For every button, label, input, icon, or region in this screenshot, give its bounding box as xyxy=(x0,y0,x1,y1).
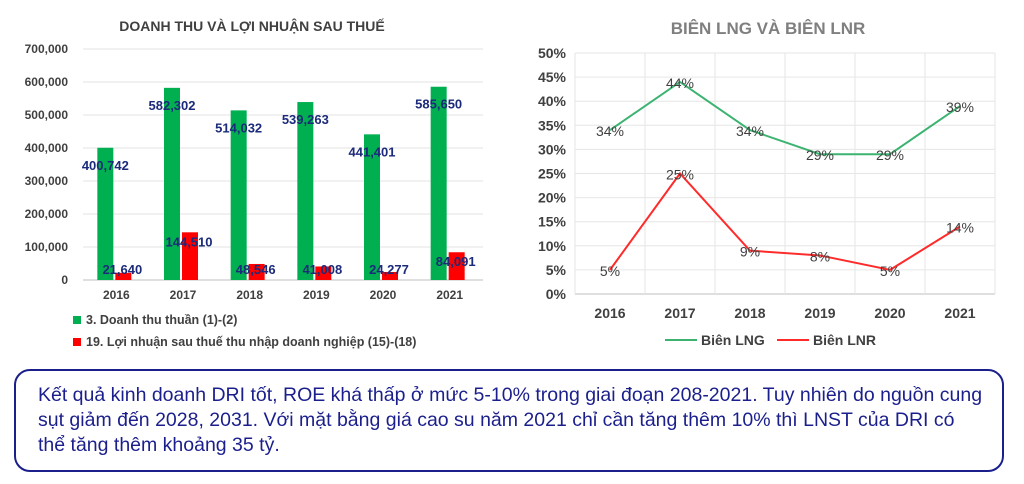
revenue-data-label: 585,650 xyxy=(415,97,462,112)
data-label: 8% xyxy=(810,248,830,264)
x-tick-label: 2020 xyxy=(874,305,905,321)
revenue-bar xyxy=(230,110,247,280)
y-tick-label: 500,000 xyxy=(25,108,69,122)
legend-swatch xyxy=(73,316,81,324)
y-tick-label: 5% xyxy=(546,262,567,278)
data-label: 14% xyxy=(946,220,974,236)
y-tick-label: 0 xyxy=(61,273,68,287)
data-label: 29% xyxy=(876,147,904,163)
profit-bar xyxy=(382,271,398,280)
x-tick-label: 2020 xyxy=(370,288,397,302)
data-label: 29% xyxy=(806,147,834,163)
y-tick-label: 15% xyxy=(538,214,567,230)
profit-bar xyxy=(315,266,332,280)
data-label: 25% xyxy=(666,167,694,183)
summary-note-text: Kết quả kinh doanh DRI tốt, ROE khá thấp… xyxy=(38,384,983,456)
revenue-bar xyxy=(297,102,314,280)
revenue-bar xyxy=(364,134,380,280)
x-tick-label: 2016 xyxy=(594,305,625,321)
y-tick-label: 100,000 xyxy=(25,240,69,254)
y-tick-label: 300,000 xyxy=(25,174,69,188)
x-tick-label: 2016 xyxy=(103,288,130,302)
y-tick-label: 600,000 xyxy=(25,75,69,89)
line-chart-title: BIÊN LNG VÀ BIÊN LNR xyxy=(671,19,866,38)
legend-label: 19. Lợi nhuận sau thuế thu nhập doanh ng… xyxy=(86,335,416,349)
data-label: 9% xyxy=(740,244,760,260)
revenue-profit-bar-chart: DOANH THU VÀ LỢI NHUẬN SAU THUẾ 700,000 6… xyxy=(25,17,483,349)
x-tick-label: 2021 xyxy=(944,305,975,321)
x-tick-label: 2017 xyxy=(664,305,695,321)
y-tick-label: 40% xyxy=(538,93,567,109)
profit-bar xyxy=(248,263,265,280)
x-tick-label: 2018 xyxy=(734,305,765,321)
x-tick-label: 2021 xyxy=(436,288,463,302)
y-tick-label: 30% xyxy=(538,141,567,157)
profit-data-label: 84,091 xyxy=(436,254,476,269)
y-tick-label: 200,000 xyxy=(25,207,69,221)
legend-label: Biên LNG xyxy=(701,332,765,348)
legend-label: 3. Doanh thu thuần (1)-(2) xyxy=(86,313,237,327)
net-margin-line xyxy=(609,171,961,271)
y-tick-label: 50% xyxy=(538,45,567,61)
data-label: 5% xyxy=(600,263,620,279)
y-tick-label: 35% xyxy=(538,117,567,133)
bar-chart-title: DOANH THU VÀ LỢI NHUẬN SAU THUẾ xyxy=(119,17,385,34)
profit-data-label: 21,640 xyxy=(102,262,142,277)
revenue-bar xyxy=(97,147,114,280)
profit-data-label: 41,008 xyxy=(302,262,342,277)
revenue-bar xyxy=(164,87,180,281)
summary-note: Kết quả kinh doanh DRI tốt, ROE khá thấp… xyxy=(14,369,1004,472)
x-tick-label: 2019 xyxy=(303,288,330,302)
x-tick-label: 2018 xyxy=(236,288,263,302)
revenue-data-label: 400,742 xyxy=(82,158,129,173)
revenue-data-label: 441,401 xyxy=(349,144,396,159)
y-tick-label: 400,000 xyxy=(25,141,69,155)
data-label: 44% xyxy=(666,75,694,91)
profit-bar xyxy=(448,252,465,280)
x-tick-label: 2019 xyxy=(804,305,835,321)
y-tick-label: 20% xyxy=(538,190,567,206)
margin-line-chart: BIÊN LNG VÀ BIÊN LNR 50% 45% 40% 35% 30% 25% 2… xyxy=(538,19,996,348)
y-tick-label: 700,000 xyxy=(25,42,69,56)
y-tick-label: 0% xyxy=(546,286,567,302)
revenue-data-label: 582,302 xyxy=(149,98,196,113)
revenue-data-label: 514,032 xyxy=(215,120,262,135)
data-label: 5% xyxy=(880,263,900,279)
data-label: 34% xyxy=(736,123,764,139)
gross-margin-line xyxy=(609,80,961,156)
profit-data-label: 48,546 xyxy=(236,262,276,277)
legend-label: Biên LNR xyxy=(813,332,876,348)
legend-swatch xyxy=(73,338,81,346)
revenue-data-label: 539,263 xyxy=(282,112,329,127)
profit-data-label: 144,510 xyxy=(166,234,213,249)
revenue-bar xyxy=(430,86,447,280)
profit-data-label: 24,277 xyxy=(369,262,409,277)
y-tick-label: 25% xyxy=(538,166,567,182)
x-tick-label: 2017 xyxy=(170,288,197,302)
profit-bar xyxy=(115,272,132,280)
profit-bar xyxy=(182,232,198,280)
data-label: 39% xyxy=(946,99,974,115)
y-tick-label: 10% xyxy=(538,238,567,254)
data-label: 34% xyxy=(596,123,624,139)
y-tick-label: 45% xyxy=(538,69,567,85)
